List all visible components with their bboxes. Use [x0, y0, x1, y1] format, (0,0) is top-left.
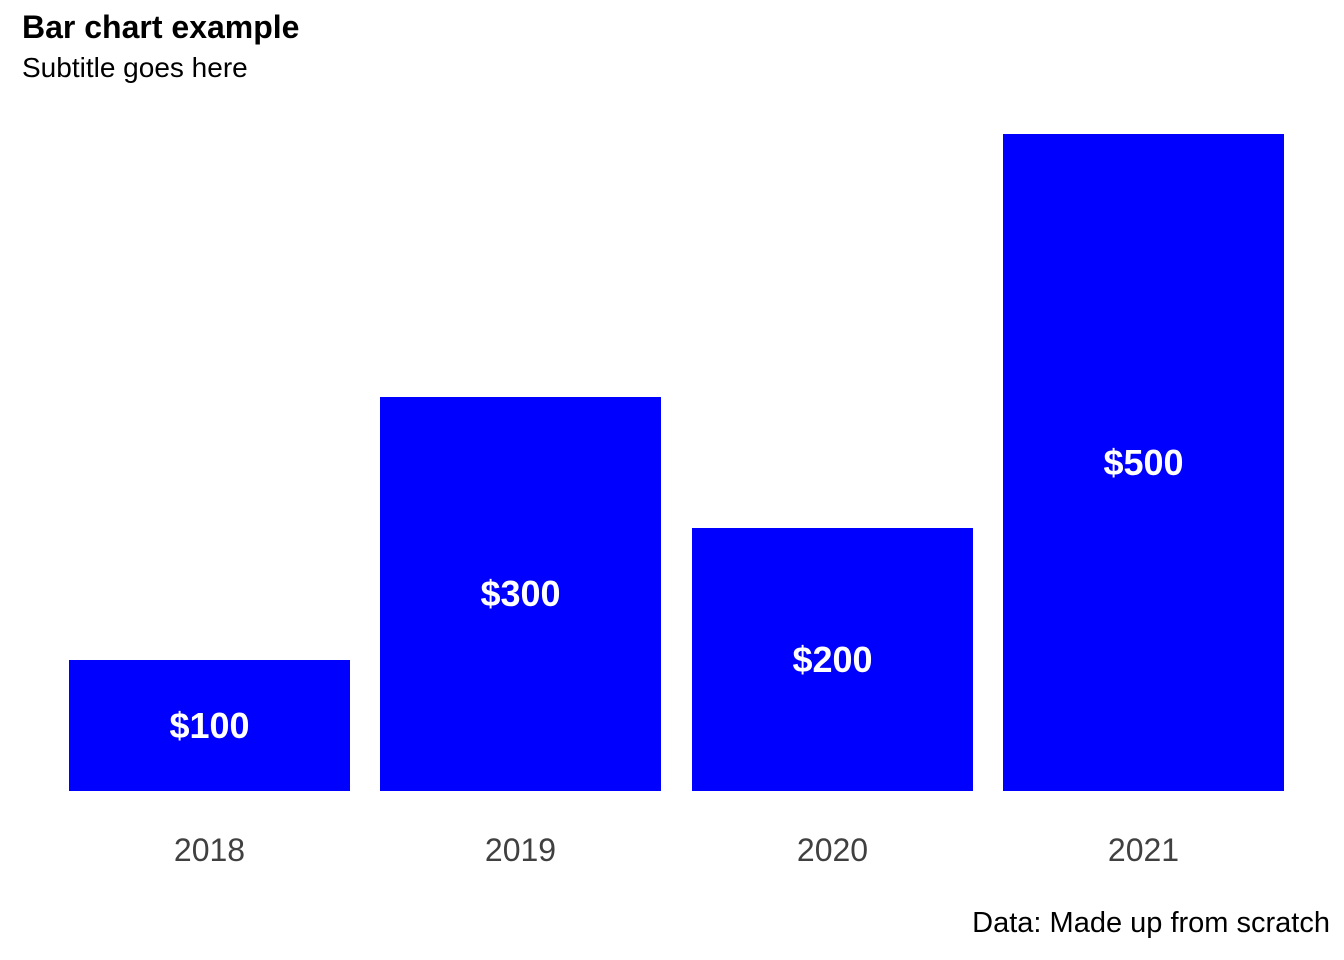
chart-caption: Data: Made up from scratch [972, 907, 1330, 939]
bar-2021: $500 [1003, 134, 1284, 791]
bar-2018: $100 [69, 660, 350, 791]
x-tick-label: 2021 [1107, 832, 1180, 868]
bar-value-label: $200 [792, 638, 873, 680]
bar-value-label: $100 [169, 704, 250, 746]
x-tick-label: 2019 [484, 832, 557, 868]
bar-2020: $200 [692, 528, 973, 791]
bar-value-label: $500 [1103, 441, 1184, 483]
bar-2019: $300 [380, 397, 661, 791]
x-tick-label: 2020 [796, 832, 869, 868]
chart-title: Bar chart example [22, 9, 300, 45]
x-tick-label: 2018 [173, 832, 246, 868]
chart-subtitle: Subtitle goes here [22, 52, 248, 83]
bar-value-label: $300 [480, 573, 561, 614]
